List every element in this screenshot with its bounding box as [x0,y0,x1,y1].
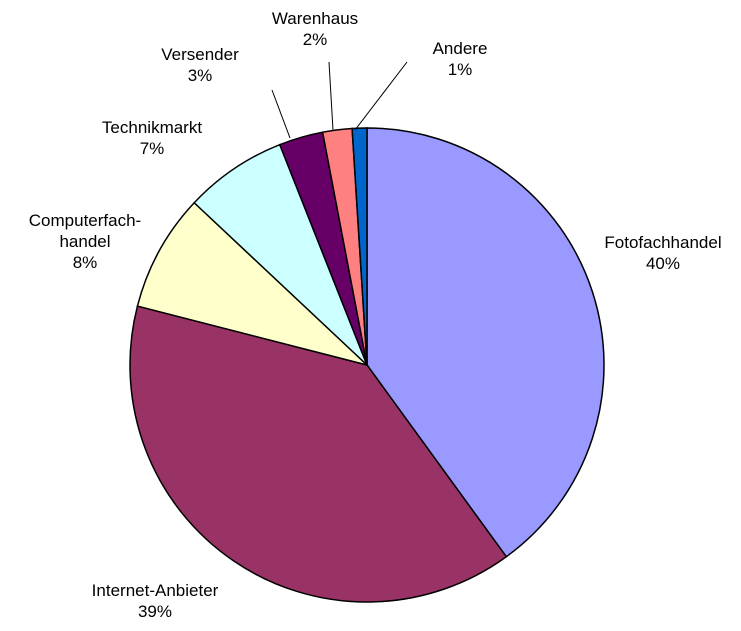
category-label: Computerfach- handel [28,211,142,251]
leader-line [354,61,408,131]
category-label: Internet-Anbieter [91,581,219,600]
category-label: Andere [432,39,488,58]
leader-line [328,61,334,131]
pie-slice [366,127,605,558]
slice-label: Internet-Anbieter 39% [92,580,219,622]
category-label: Warenhaus [271,9,359,28]
slice-label: Andere 1% [433,38,488,80]
value-label: 40% [645,254,681,273]
slice-label: Fotofachhandel 40% [604,232,721,274]
slice-label: Warenhaus 2% [272,8,358,50]
category-label: Technikmarkt [101,118,203,137]
value-label: 8% [72,253,98,272]
slice-label: Computerfach- handel 8% [29,210,141,273]
category-label: Fotofachhandel [604,233,722,252]
pie-slice [129,305,508,603]
slice-label: Technikmarkt 7% [102,117,202,159]
value-label: 1% [447,60,473,79]
value-label: 3% [187,66,213,85]
pie-slice [193,143,368,366]
value-label: 2% [302,30,328,49]
pie-slice [351,127,368,366]
category-label: Versender [161,45,239,64]
value-label: 39% [137,602,173,621]
pie-slice [136,201,368,366]
slice-label: Versender 3% [161,44,239,86]
leader-line [271,89,291,139]
value-label: 7% [139,139,165,158]
